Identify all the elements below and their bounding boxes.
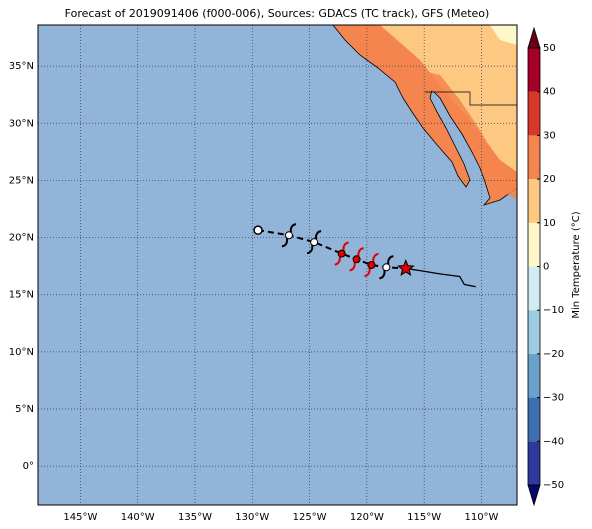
colorbar-label: Min Temperature (°C) [571,211,582,318]
land-hot-band [360,25,517,200]
cyclone-symbol [281,223,297,248]
colorbar-tick-label: −50 [543,480,564,491]
cyclone-eye [352,255,361,264]
colorbar-segment [528,48,540,92]
colorbar-segment [528,441,540,485]
cyclone-arms [334,241,349,266]
cyclone-symbol [334,241,349,266]
x-tick-label: 115°W [407,512,441,523]
colorbar-tick-label: 0 [543,262,549,273]
y-tick-label: 10°N [9,347,34,358]
ocean [38,25,517,505]
cyclone-symbol [349,247,364,272]
cyclone-arms [364,253,379,277]
tracks [253,223,476,288]
x-tick-label: 145°W [63,512,97,523]
cyclone-eye [382,263,391,272]
colorbar-tick-label: 10 [543,218,556,229]
chart-title: Forecast of 2019091406 (f000-006), Sourc… [65,7,490,20]
y-tick-label: 5°N [15,404,34,415]
colorbar-tick-label: 40 [543,87,556,98]
colorbar-under [527,484,541,507]
x-tick-label: 130°W [235,512,269,523]
y-tick-label: 15°N [9,290,34,301]
colorbar-segment [528,397,540,442]
colorbar-segment [528,353,540,398]
cyclone-arms [281,223,297,248]
y-tick-label: 20°N [9,233,34,244]
cyclone-arms [379,255,394,280]
colorbar-segment [528,222,540,267]
current-position [396,259,415,277]
colorbar-tick-label: 50 [543,43,556,54]
cyclone-eye [310,238,319,247]
cyclone-symbol [307,230,322,255]
cyclone-eye [284,231,293,240]
colorbar-segment [528,179,540,223]
colorbar-segment [528,135,540,180]
cyclone-eye [367,261,376,269]
grid [38,25,517,505]
x-tick-label: 125°W [293,512,327,523]
track-point [253,225,263,235]
y-tick-label: 25°N [9,175,34,186]
colorbar-tick-label: −30 [543,393,564,404]
cyclone-eye [337,249,346,258]
colorbar-segment [528,91,540,136]
cyclone-symbol [364,253,379,277]
y-tick-label: 30°N [9,118,34,129]
colorbar-tick-label: 30 [543,130,556,141]
observed-track [405,267,476,288]
colorbar-segment [528,266,540,311]
colorbar-tick-label: −40 [543,436,564,447]
colorbar-tick-label: −20 [543,349,564,360]
x-tick-label: 135°W [178,512,212,523]
colorbar: −50 −40 −30 −20 −10 0 10 20 30 40 50 [527,26,564,507]
map-frame [37,24,518,506]
border-line [425,91,517,106]
cyclone-arms [349,247,364,272]
x-tick-label: 120°W [350,512,384,523]
y-tick-label: 0° [23,461,34,472]
land [332,25,517,206]
land-cool-patch [490,25,517,45]
colorbar-tick-label: 20 [543,174,556,185]
colorbar-over [527,26,541,49]
x-tick-label: 110°W [464,512,498,523]
colorbar-tick-label: −10 [543,305,564,316]
y-tick-label: 35°N [9,61,34,72]
colorbar-segment [528,310,540,354]
cyclone-symbol [379,255,394,280]
x-tick-label: 140°W [121,512,155,523]
cyclone-arms [307,230,322,255]
